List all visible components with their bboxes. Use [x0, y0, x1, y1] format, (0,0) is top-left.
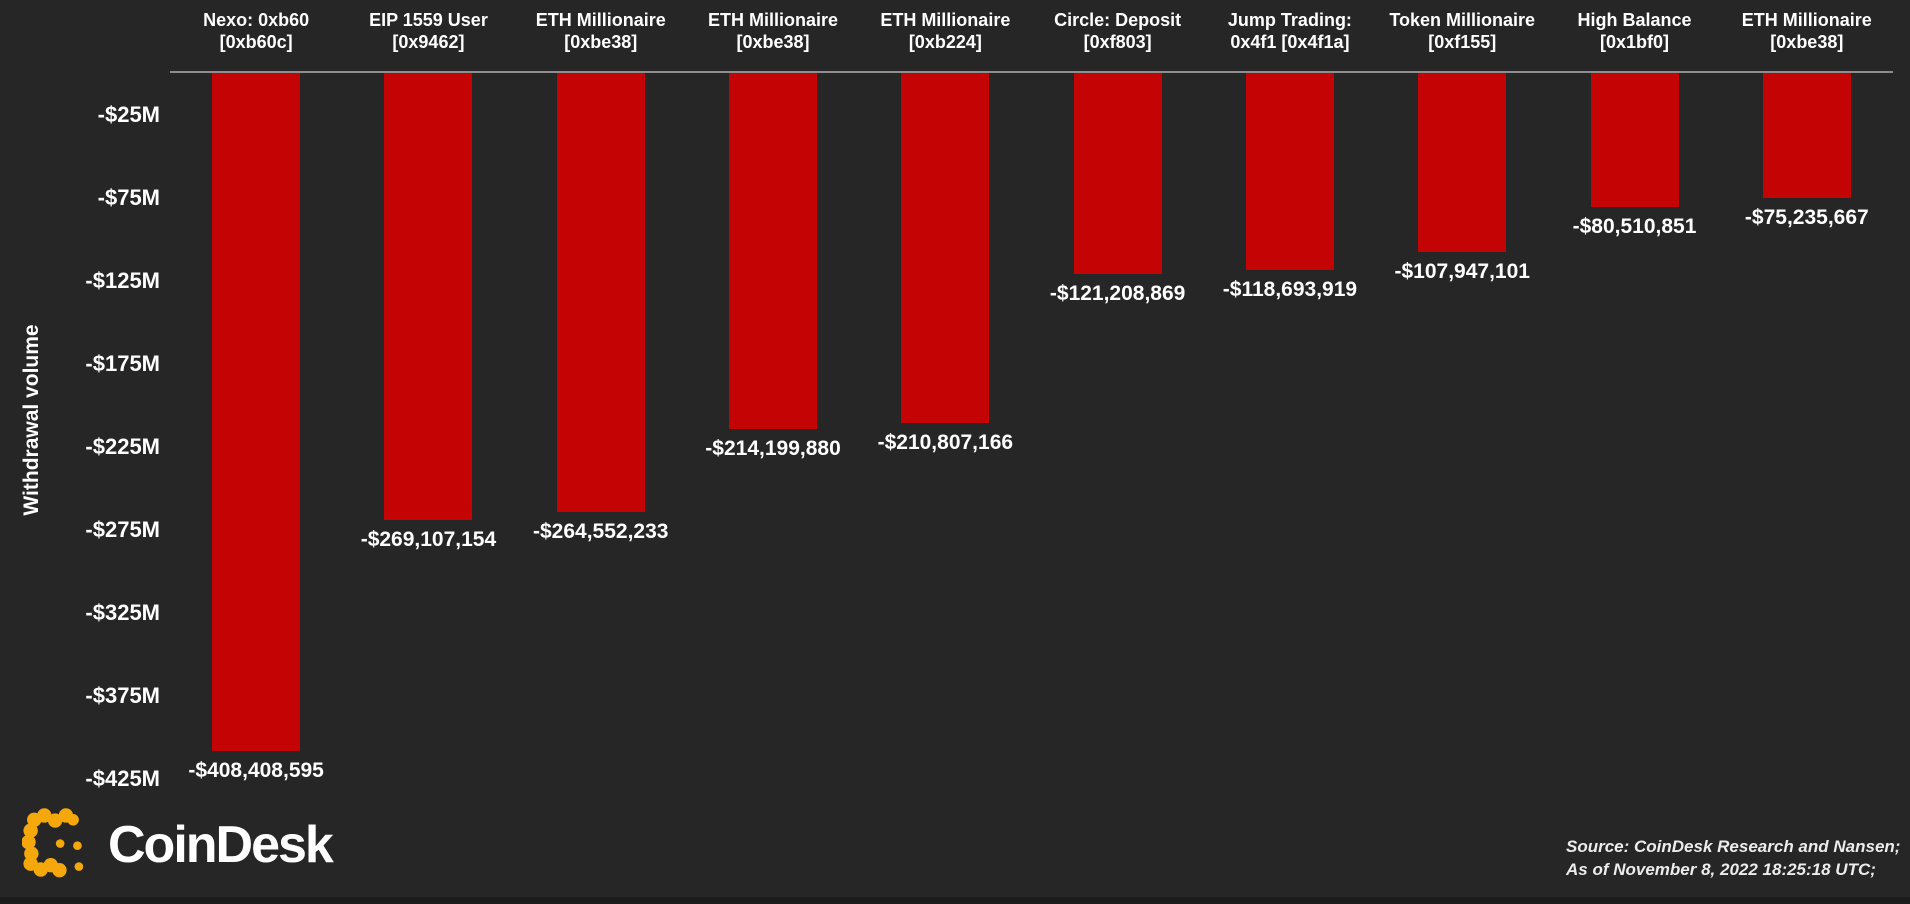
y-tick-label: -$375M	[85, 682, 160, 708]
coindesk-logo-icon	[22, 808, 84, 878]
bar	[1762, 73, 1851, 198]
bar	[901, 73, 990, 423]
bar-value-label: -$210,807,166	[877, 430, 1014, 454]
column-header: ETH Millionaire [0xbe38]	[677, 9, 869, 53]
bar-value-label: -$264,552,233	[533, 520, 669, 544]
column-header-line2: [0xbe38]	[1770, 32, 1844, 52]
bar-value-label: -$118,693,919	[1222, 278, 1358, 301]
column-header-line2: [0xb60c]	[219, 32, 293, 52]
bar	[556, 73, 645, 513]
column-header-line2: [0xbe38]	[564, 32, 638, 52]
bar-value-label: -$408,408,595	[188, 759, 324, 782]
y-tick-label: -$225M	[85, 433, 160, 459]
bar-column: Circle: Deposit [0xf803] -$121,208,869	[1031, 0, 1203, 904]
column-header-line2: [0xf155]	[1428, 32, 1497, 52]
bar-value-label: -$214,199,880	[705, 436, 841, 460]
column-header-line1: Circle: Deposit	[1054, 10, 1182, 30]
y-axis-tick-labels: -$25M -$75M -$125M -$175M -$225M -$275M -$325M…	[0, 0, 160, 904]
bar-column: Nexo: 0xb60 [0xb60c] -$408,408,595	[170, 0, 342, 904]
bar	[1418, 73, 1507, 253]
bar-value-label: -$269,107,154	[360, 527, 497, 551]
bar-column: ETH Millionaire [0xbe38] -$75,235,667	[1721, 0, 1893, 904]
bar-value-label: -$75,235,667	[1744, 205, 1869, 229]
bar-column: ETH Millionaire [0xbe38] -$214,199,880	[687, 0, 859, 904]
column-header-line1: EIP 1559 User	[369, 10, 488, 30]
bar	[1245, 73, 1334, 270]
bar-column: Jump Trading: 0x4f1 [0x4f1a] -$118,693,919	[1204, 0, 1376, 904]
bar-value-label: -$107,947,101	[1394, 260, 1530, 284]
y-tick-label: -$75M	[97, 184, 160, 210]
bar	[1590, 73, 1679, 207]
column-header: ETH Millionaire [0xbe38]	[1711, 9, 1903, 53]
bar	[384, 73, 473, 520]
y-tick-label: -$175M	[85, 350, 160, 376]
column-header-line2: [0xb224]	[908, 32, 982, 52]
column-header-line1: ETH Millionaire	[1741, 10, 1872, 30]
column-header-line2: [0xbe38]	[736, 32, 810, 52]
bar	[729, 73, 818, 429]
bar-column: ETH Millionaire [0xb224] -$210,807,166	[859, 0, 1031, 904]
coindesk-wordmark: CoinDesk	[108, 816, 334, 874]
column-header: ETH Millionaire [0xbe38]	[505, 9, 697, 53]
y-tick-label: -$275M	[85, 516, 160, 542]
column-header-line1: Jump Trading:	[1227, 10, 1352, 30]
bar-column: Token Millionaire [0xf155] -$107,947,101	[1376, 0, 1548, 904]
column-header: Token Millionaire [0xf155]	[1366, 9, 1558, 53]
bar-column: ETH Millionaire [0xbe38] -$264,552,233	[515, 0, 687, 904]
column-header-line1: High Balance	[1577, 10, 1692, 30]
bar-column: EIP 1559 User [0x9462] -$269,107,154	[342, 0, 514, 904]
column-header-line2: [0x9462]	[392, 32, 465, 52]
column-header-line1: Token Millionaire	[1389, 10, 1536, 30]
column-header-line2: [0xf803]	[1083, 32, 1152, 52]
bar	[212, 73, 301, 751]
bar-value-label: -$121,208,869	[1049, 282, 1186, 306]
column-header-line1: ETH Millionaire	[708, 10, 839, 30]
bar	[1073, 73, 1162, 275]
column-header: ETH Millionaire [0xb224]	[849, 9, 1041, 53]
column-header: High Balance [0x1bf0]	[1538, 9, 1730, 53]
column-header-line2: 0x4f1 [0x4f1a]	[1230, 32, 1350, 52]
y-tick-label: -$25M	[97, 101, 160, 127]
column-header: EIP 1559 User [0x9462]	[332, 9, 524, 53]
y-tick-label: -$425M	[85, 765, 160, 791]
plot-area: Nexo: 0xb60 [0xb60c] -$408,408,595 EIP 1559…	[170, 0, 1893, 904]
bar-column: High Balance [0x1bf0] -$80,510,851	[1548, 0, 1720, 904]
column-header-line1: ETH Millionaire	[880, 10, 1011, 30]
bottom-edge-strip	[0, 897, 1910, 904]
column-header: Circle: Deposit [0xf803]	[1021, 9, 1213, 53]
source-attribution: Source: CoinDesk Research and Nansen; As…	[1566, 836, 1900, 882]
source-line-2: As of November 8, 2022 18:25:18 UTC;	[1566, 859, 1876, 879]
coindesk-logo: CoinDesk	[22, 808, 334, 882]
bar-value-label: -$80,510,851	[1572, 214, 1697, 238]
column-header: Nexo: 0xb60 [0xb60c]	[160, 9, 352, 53]
zero-baseline	[170, 71, 1893, 73]
source-line-1: Source: CoinDesk Research and Nansen;	[1566, 837, 1901, 856]
y-tick-label: -$125M	[85, 267, 160, 293]
column-header-line1: ETH Millionaire	[535, 10, 666, 30]
column-header-line1: Nexo: 0xb60	[203, 10, 310, 30]
column-header: Jump Trading: 0x4f1 [0x4f1a]	[1194, 9, 1386, 53]
y-tick-label: -$325M	[85, 599, 160, 625]
column-header-line2: [0x1bf0]	[1600, 32, 1670, 52]
